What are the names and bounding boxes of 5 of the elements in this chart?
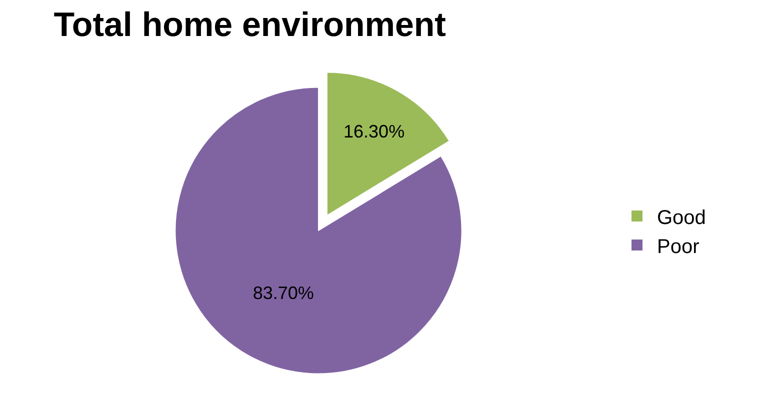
- data-label: 16.30%: [344, 122, 405, 142]
- data-label: 83.70%: [252, 282, 314, 303]
- legend-label: Poor: [657, 236, 700, 258]
- legend-label: Good: [657, 206, 706, 229]
- chart-title: Total home environment: [54, 6, 446, 44]
